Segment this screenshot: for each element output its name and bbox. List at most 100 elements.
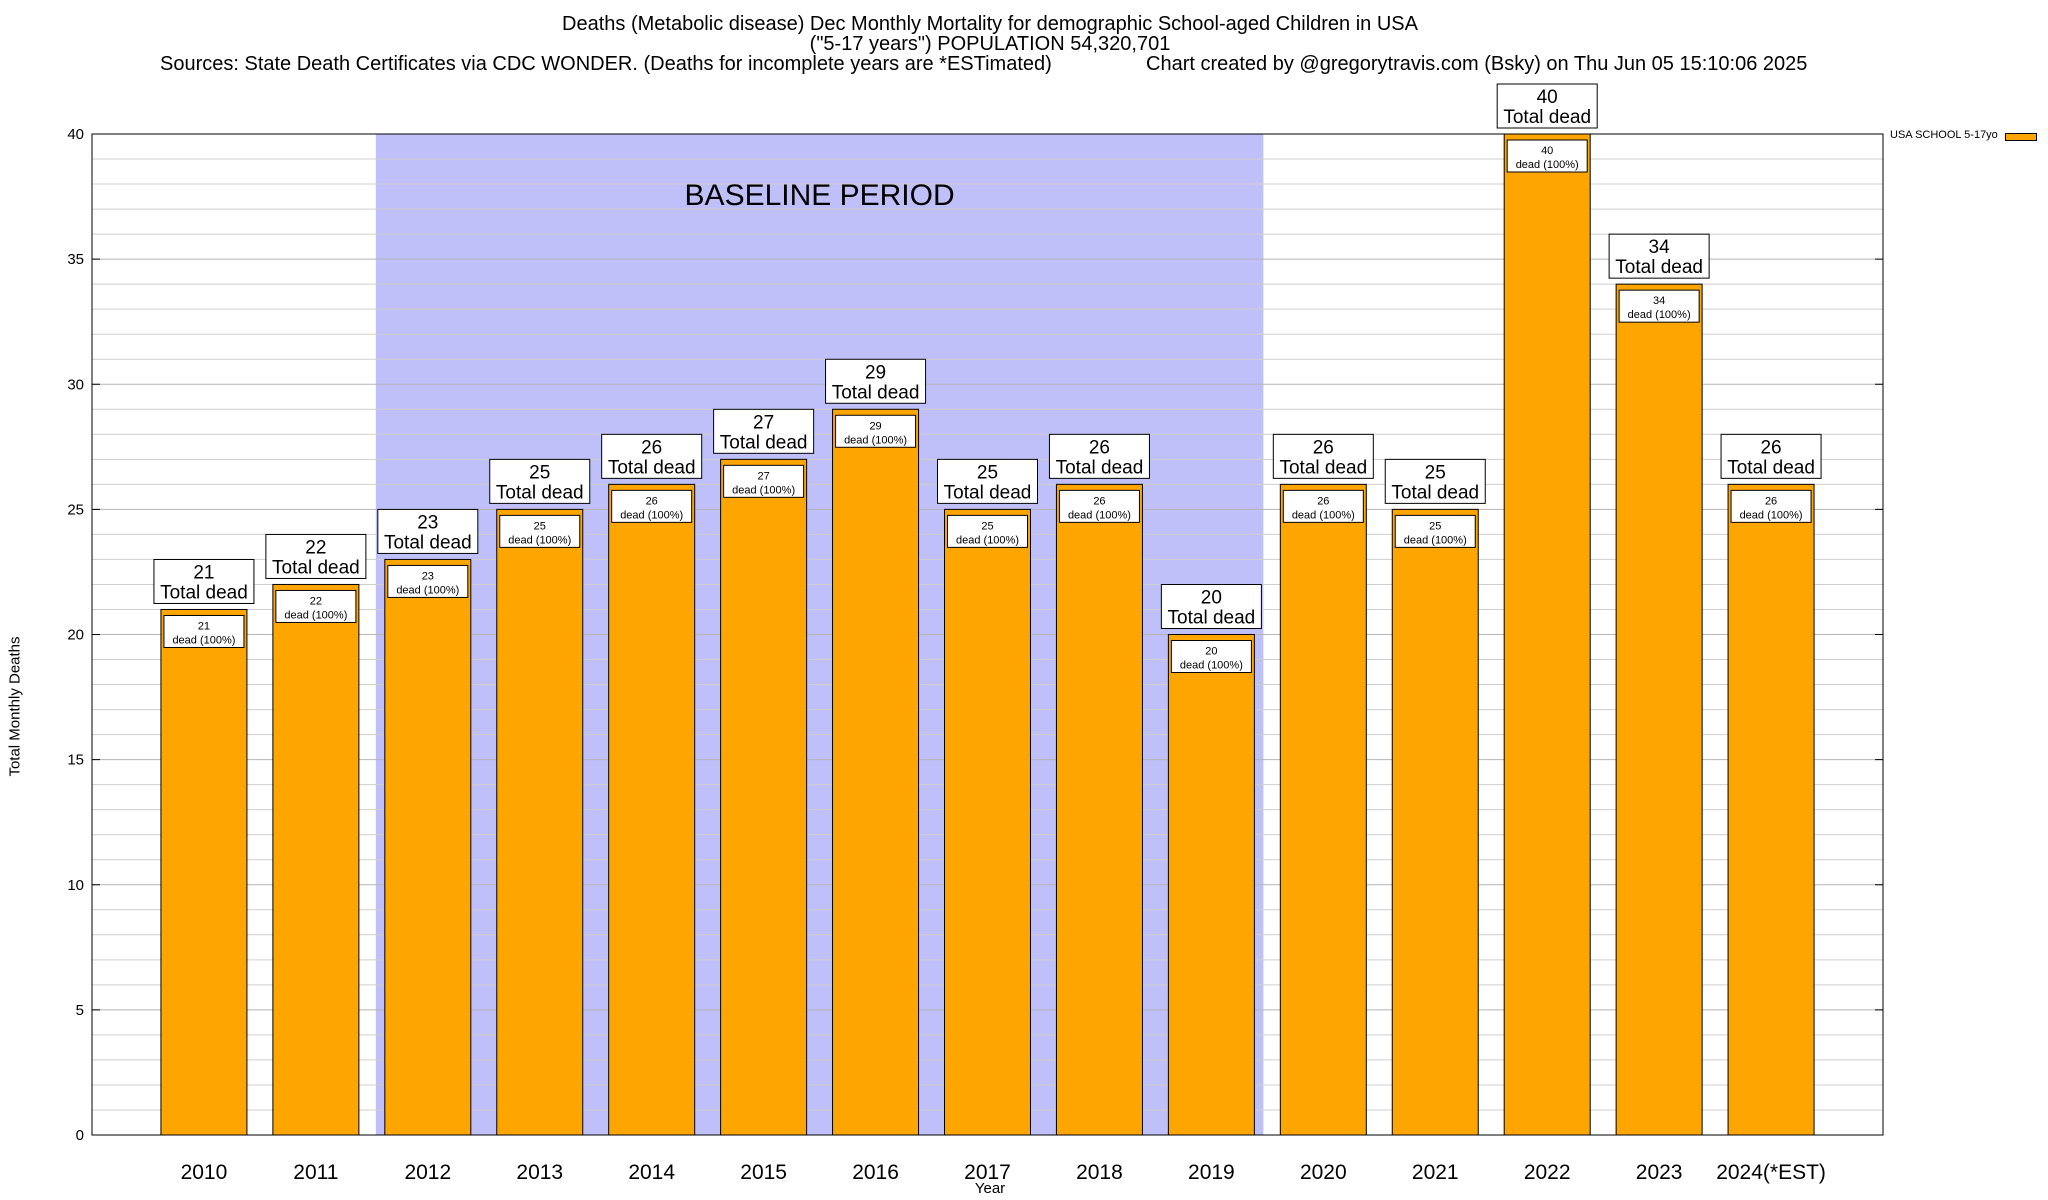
bar-top-total-label: Total dead <box>1279 457 1367 478</box>
x-tick-label: 2024(*EST) <box>1716 1161 1826 1184</box>
bar-top-value: 21 <box>193 562 214 583</box>
bar-inner-percent: dead (100%) <box>844 434 907 446</box>
bar-top-total-label: Total dead <box>272 557 360 578</box>
bar <box>1727 483 1815 1136</box>
bar-inner-label-box <box>947 514 1028 548</box>
bar <box>496 508 584 1136</box>
bar-top-label-box <box>601 433 703 479</box>
bar-top-value: 25 <box>977 462 998 483</box>
x-axis-label: Year <box>974 1180 1006 1197</box>
x-tick-label: 2010 <box>181 1161 228 1184</box>
bar-top-label-box <box>265 533 367 579</box>
chart-title: Deaths (Metabolic disease) Dec Monthly M… <box>562 13 1418 35</box>
bar-top-total-label: Total dead <box>1168 608 1256 629</box>
bar-inner-value: 34 <box>1653 295 1665 307</box>
bar-inner-percent: dead (100%) <box>1068 509 1131 521</box>
bar-inner-label-box <box>1730 489 1812 523</box>
bar-inner-percent: dead (100%) <box>1404 534 1467 546</box>
y-tick-label: 25 <box>67 501 84 518</box>
y-tick-label: 5 <box>76 1002 84 1019</box>
y-tick-label: 0 <box>76 1127 84 1144</box>
bar-inner-label-box <box>499 514 581 548</box>
bar-top-total-label: Total dead <box>832 382 920 403</box>
bar-top-value: 34 <box>1649 237 1671 258</box>
x-tick-label: 2016 <box>852 1161 899 1184</box>
bar-top-label-box <box>1496 83 1598 129</box>
bar-inner-value: 22 <box>310 595 322 607</box>
bar-top-total-label: Total dead <box>160 582 248 603</box>
bar-inner-label-box <box>1170 640 1252 673</box>
bar-inner-label-box <box>1282 489 1364 523</box>
bar-top-value: 26 <box>641 437 662 458</box>
bar-inner-value: 25 <box>534 520 546 532</box>
bar-inner-label-box <box>835 414 917 448</box>
x-tick-label: 2015 <box>740 1161 787 1184</box>
bar-top-label-box <box>825 358 927 404</box>
bar-top-total-label: Total dead <box>1391 482 1479 503</box>
bar-top-label-box <box>713 408 815 454</box>
y-tick-label: 40 <box>67 126 84 143</box>
bar-inner-percent: dead (100%) <box>956 534 1019 546</box>
bar <box>1279 483 1367 1136</box>
bar-inner-label-box <box>1618 289 1700 323</box>
bar-top-value: 26 <box>1089 437 1110 458</box>
bar-inner-value: 21 <box>198 620 210 632</box>
bar-top-total-label: Total dead <box>1615 257 1703 278</box>
x-tick-label: 2023 <box>1636 1161 1683 1184</box>
bar-top-value: 20 <box>1201 588 1222 609</box>
bar-top-value: 40 <box>1537 87 1558 108</box>
bar-top-label-box <box>1720 433 1822 479</box>
x-tick-label: 2017 <box>964 1161 1011 1184</box>
x-tick-label: 2020 <box>1300 1161 1347 1184</box>
bar <box>384 558 472 1136</box>
bar-top-label-box <box>489 458 591 504</box>
bar-inner-label-box <box>1506 139 1588 173</box>
bar-top-value: 26 <box>1760 437 1781 458</box>
bar-inner-percent: dead (100%) <box>1628 309 1691 321</box>
bar-inner-value: 27 <box>758 470 770 482</box>
bar-inner-value: 25 <box>981 520 993 532</box>
bar-inner-percent: dead (100%) <box>1180 660 1243 672</box>
y-tick-label: 15 <box>67 752 84 769</box>
bar-inner-value: 26 <box>646 495 658 507</box>
bar <box>1615 283 1703 1136</box>
bar-inner-percent: dead (100%) <box>732 484 795 496</box>
bar-inner-label-box <box>1058 489 1140 523</box>
bar <box>720 458 808 1136</box>
bar-inner-percent: dead (100%) <box>396 584 459 596</box>
bar-top-value: 22 <box>305 537 326 558</box>
bar-inner-value: 20 <box>1205 646 1217 658</box>
bar-top-label-box <box>1608 233 1710 279</box>
bar-inner-percent: dead (100%) <box>172 634 235 646</box>
y-tick-label: 20 <box>67 627 84 644</box>
chart-credit: Chart created by @gregorytravis.com (Bsk… <box>1146 53 1808 75</box>
bar <box>272 583 360 1136</box>
bar-inner-label-box <box>723 464 805 498</box>
bar-top-label-box <box>1384 458 1486 504</box>
x-tick-label: 2012 <box>404 1161 451 1184</box>
legend-label: USA SCHOOL 5-17yo <box>1890 129 1998 141</box>
x-tick-label: 2013 <box>516 1161 563 1184</box>
bar <box>832 408 920 1136</box>
bar-top-label-box <box>1272 433 1374 479</box>
bar-top-value: 29 <box>865 362 886 383</box>
bar <box>1055 483 1143 1136</box>
bar <box>608 483 696 1136</box>
bar-top-total-label: Total dead <box>384 532 472 553</box>
bar-top-value: 26 <box>1313 437 1334 458</box>
bar-top-label-box <box>1048 433 1150 479</box>
y-tick-label: 10 <box>67 877 84 894</box>
chart-subtitle: ("5-17 years") POPULATION 54,320,701 <box>809 33 1171 55</box>
bar-top-value: 23 <box>417 512 438 533</box>
x-tick-label: 2022 <box>1524 1161 1571 1184</box>
bar-top-label-box <box>1160 584 1262 629</box>
bar-inner-percent: dead (100%) <box>284 609 347 621</box>
bar-top-total-label: Total dead <box>944 482 1032 503</box>
bar-inner-label-box <box>163 614 245 648</box>
bar-inner-value: 25 <box>1429 520 1441 532</box>
bar-top-total-label: Total dead <box>720 432 808 453</box>
bar-top-total-label: Total dead <box>1056 457 1144 478</box>
bar-inner-percent: dead (100%) <box>620 509 683 521</box>
legend-swatch <box>2005 133 2037 141</box>
bar-inner-value: 26 <box>1093 495 1105 507</box>
